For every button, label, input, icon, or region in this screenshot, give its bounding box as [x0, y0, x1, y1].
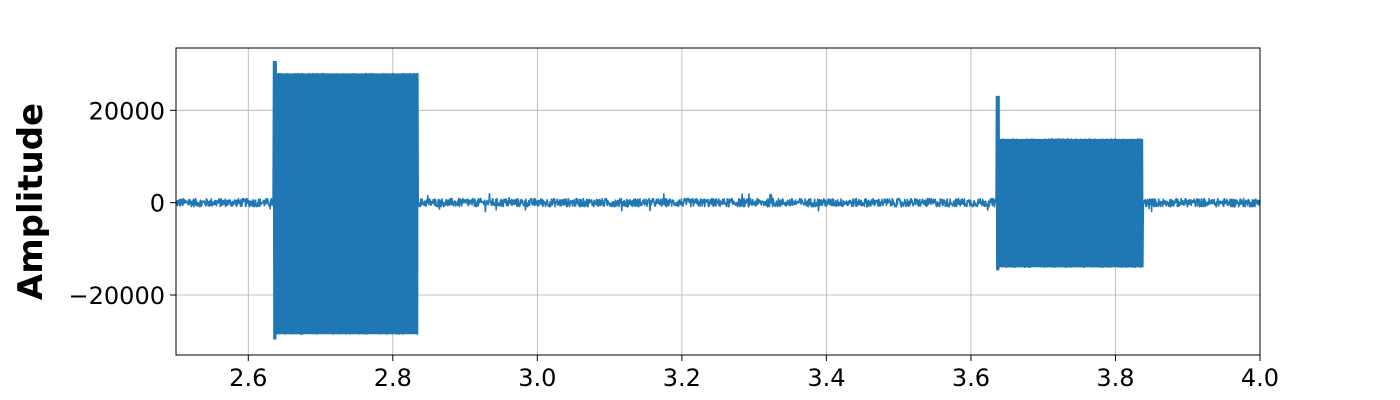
x-tick-label: 2.8 [374, 364, 412, 392]
x-tick-label: 4.0 [1241, 364, 1279, 392]
y-tick-label: 20000 [89, 97, 165, 125]
x-tick-label: 2.6 [229, 364, 267, 392]
plot-frame [175, 47, 1261, 356]
y-axis: −20000 0 20000 [69, 97, 176, 310]
plot-area [175, 60, 1261, 340]
x-tick-label: 3.0 [518, 364, 556, 392]
x-tick-label: 3.4 [807, 364, 845, 392]
x-tick-label: 3.8 [1096, 364, 1134, 392]
y-tick-label: 0 [150, 190, 165, 218]
x-tick-label: 3.6 [952, 364, 990, 392]
y-axis-title: Amplitude [11, 103, 51, 300]
x-axis: 2.6 2.8 3.0 3.2 3.4 3.6 3.8 4.0 [229, 355, 1279, 392]
y-tick-label: −20000 [69, 282, 165, 310]
x-tick-label: 3.2 [663, 364, 701, 392]
burst-envelope [273, 73, 419, 335]
burst-envelope [996, 138, 1143, 268]
